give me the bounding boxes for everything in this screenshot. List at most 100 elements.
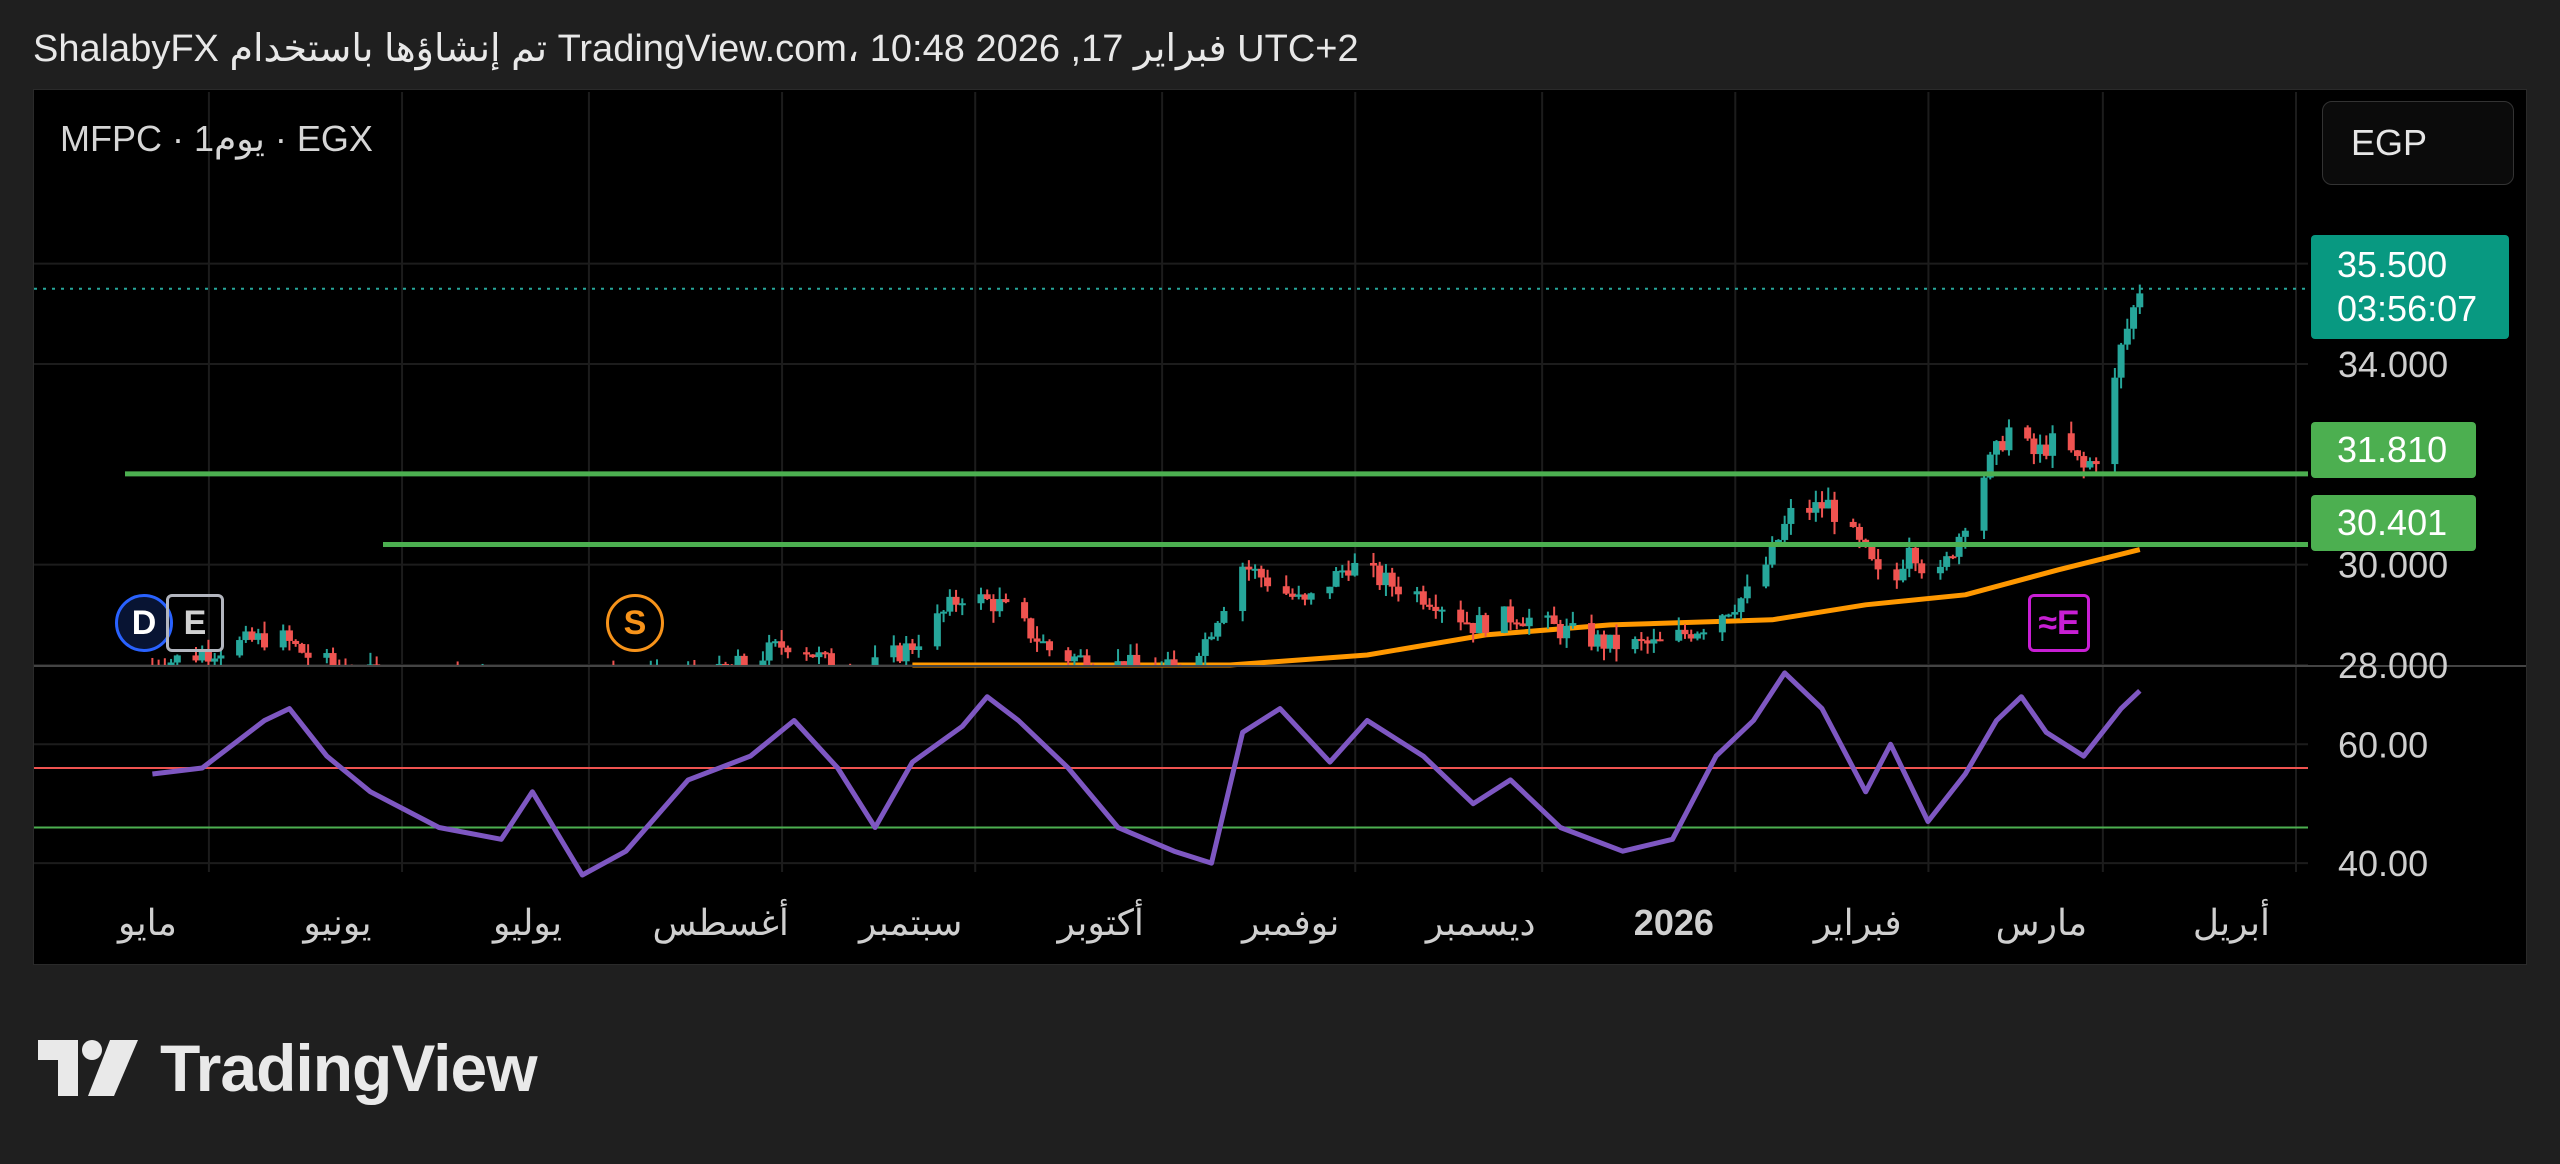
candle-body bbox=[996, 599, 1004, 612]
time-axis-tick-label: 2026 bbox=[1634, 902, 1714, 943]
candle-body bbox=[1725, 614, 1733, 617]
candle-body bbox=[1768, 542, 1776, 565]
candle-body bbox=[2005, 427, 2013, 451]
last-price-badge: 35.500 03:56:07 bbox=[2311, 235, 2509, 339]
candle-body bbox=[1064, 650, 1072, 662]
candle-body bbox=[1675, 629, 1683, 641]
candle-body bbox=[1893, 569, 1901, 581]
candle-body bbox=[1831, 499, 1839, 522]
candle-body bbox=[2030, 438, 2038, 455]
candle-body bbox=[1077, 655, 1085, 658]
candle-body bbox=[1525, 617, 1533, 627]
candle-body bbox=[1469, 623, 1477, 634]
candle-body bbox=[765, 642, 773, 661]
tradingview-brand: TradingView bbox=[38, 1030, 538, 1106]
candle-body bbox=[778, 641, 786, 648]
candle-body bbox=[1606, 634, 1614, 649]
level-badge-lower[interactable]: 30.401 bbox=[2311, 495, 2476, 551]
rsi-axis-tick-label: 40.00 bbox=[2338, 843, 2428, 884]
candle-body bbox=[809, 654, 817, 658]
candle-body bbox=[1376, 565, 1384, 586]
candle-body bbox=[2111, 377, 2119, 465]
candle-body bbox=[1332, 571, 1340, 587]
candle-body bbox=[1737, 598, 1745, 613]
candle-body bbox=[1264, 577, 1272, 587]
symbol-legend[interactable]: MFPC · 1يوم · EGX bbox=[60, 118, 373, 159]
candle-body bbox=[1345, 570, 1353, 576]
candle-body bbox=[1388, 572, 1396, 587]
candle-body bbox=[1681, 629, 1689, 635]
earnings-event-icon[interactable]: E bbox=[166, 594, 224, 652]
candle-body bbox=[1824, 499, 1832, 509]
candle-body bbox=[1631, 639, 1639, 650]
price-axis-tick-label: 30.000 bbox=[2338, 545, 2448, 586]
candle-body bbox=[1700, 632, 1708, 635]
candle-body bbox=[1693, 633, 1701, 639]
rsi-layer bbox=[34, 670, 2308, 878]
candle-body bbox=[1949, 556, 1957, 559]
candle-body bbox=[211, 658, 219, 662]
time-axis-tick-label: نوفمبر bbox=[1240, 902, 1339, 944]
candle-body bbox=[1637, 639, 1645, 642]
candle-body bbox=[1943, 556, 1951, 567]
candle-body bbox=[1288, 593, 1296, 597]
future-earnings-event-icon[interactable]: ≈E bbox=[2028, 594, 2090, 652]
grid-lines bbox=[34, 92, 2308, 872]
candle-body bbox=[1650, 639, 1658, 644]
candle-body bbox=[1457, 609, 1465, 623]
time-axis-tick-label: مايو bbox=[116, 902, 177, 944]
candle-body bbox=[784, 647, 792, 653]
candle-body bbox=[1507, 606, 1515, 623]
candle-body bbox=[977, 594, 985, 604]
level-badge-upper[interactable]: 31.810 bbox=[2311, 422, 2476, 478]
candle-body bbox=[1986, 454, 1994, 478]
candle-body bbox=[1550, 615, 1558, 624]
time-axis-tick-label: أبريل bbox=[2193, 898, 2270, 944]
time-axis-tick-label: أكتوبر bbox=[1055, 898, 1143, 944]
candle-body bbox=[896, 645, 904, 662]
candle-body bbox=[329, 653, 337, 665]
bar-countdown: 03:56:07 bbox=[2337, 288, 2478, 329]
chart-header: ShalabyFX تم إنشاؤها باستخدام TradingVie… bbox=[33, 28, 1359, 70]
candle-body bbox=[285, 630, 293, 641]
candle-body bbox=[1046, 641, 1054, 651]
candle-body bbox=[198, 651, 206, 661]
candle-body bbox=[2049, 433, 2057, 456]
candle-body bbox=[740, 655, 748, 665]
candle-body bbox=[1905, 547, 1913, 569]
candle-body bbox=[1544, 615, 1552, 618]
candle-body bbox=[1806, 507, 1814, 513]
candle-body bbox=[1519, 623, 1527, 627]
candle-body bbox=[304, 652, 312, 658]
candle-body bbox=[2024, 427, 2032, 439]
dividend-event-icon[interactable]: D bbox=[115, 594, 173, 652]
currency-button[interactable]: EGP bbox=[2322, 101, 2514, 185]
horizontal-levels-layer bbox=[34, 287, 2308, 548]
candle-body bbox=[1164, 659, 1172, 665]
candle-body bbox=[1936, 566, 1944, 574]
candle-body bbox=[759, 660, 767, 665]
candle-body bbox=[1382, 572, 1390, 586]
candle-body bbox=[1220, 611, 1228, 623]
candle-body bbox=[254, 633, 262, 640]
candle-body bbox=[1463, 622, 1471, 625]
candle-body bbox=[1818, 502, 1826, 509]
candle-body bbox=[1855, 526, 1863, 540]
candle-body bbox=[1245, 566, 1253, 570]
candle-body bbox=[1033, 638, 1041, 642]
split-event-icon[interactable]: S bbox=[606, 594, 664, 652]
candle-body bbox=[261, 633, 269, 648]
candle-body bbox=[1868, 545, 1876, 560]
candle-body bbox=[1070, 656, 1078, 662]
tradingview-logo-icon bbox=[38, 1040, 138, 1096]
candle-body bbox=[1563, 625, 1571, 639]
candle-body bbox=[771, 641, 779, 644]
candle-body bbox=[815, 652, 823, 658]
candle-body bbox=[1394, 586, 1402, 595]
candle-body bbox=[933, 613, 941, 647]
candle-body bbox=[1687, 634, 1695, 639]
candle-body bbox=[242, 631, 250, 641]
candle-body bbox=[1600, 634, 1608, 649]
candle-body bbox=[890, 645, 898, 658]
